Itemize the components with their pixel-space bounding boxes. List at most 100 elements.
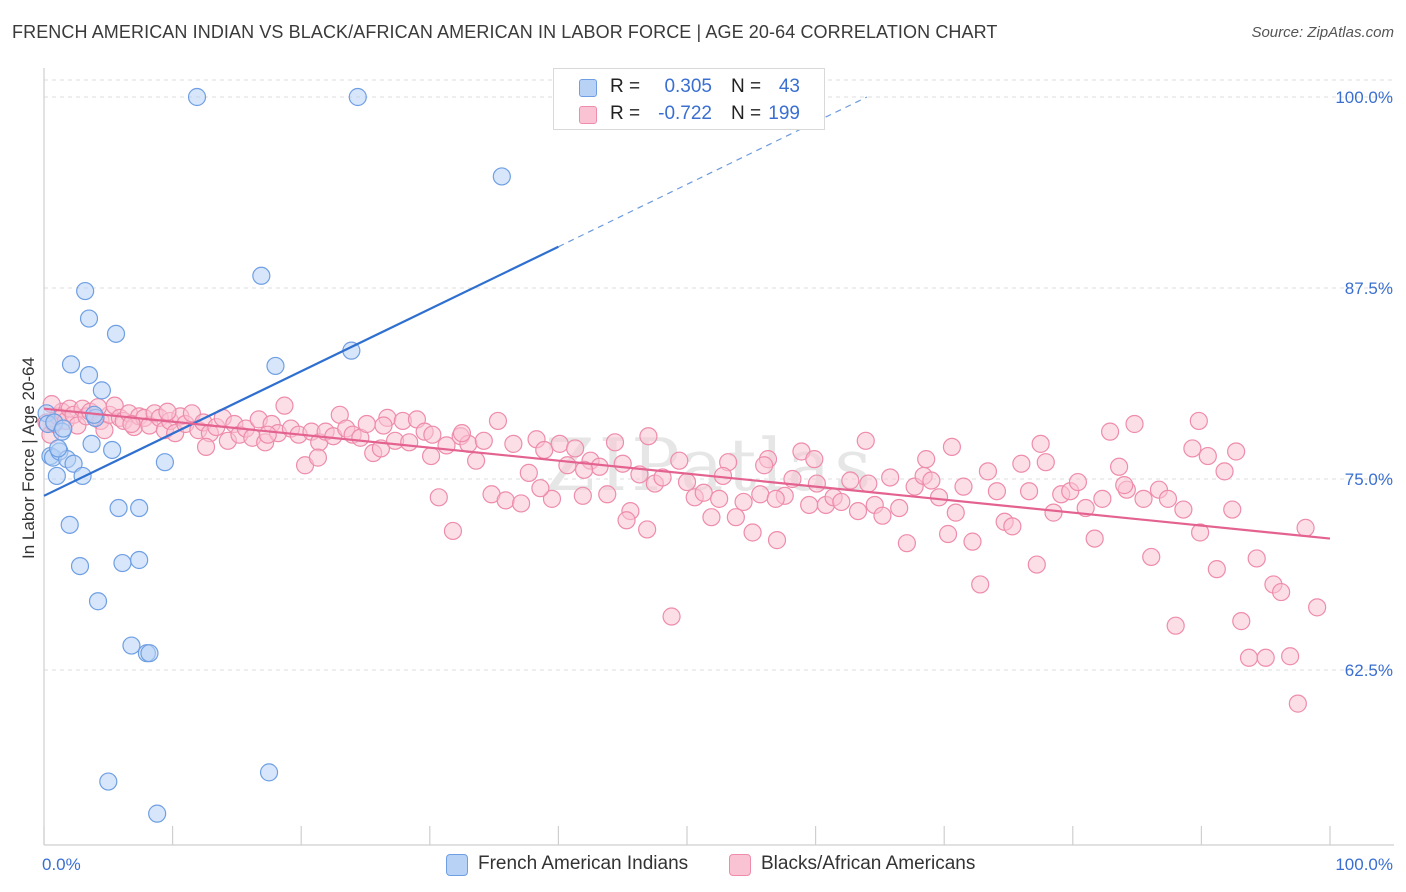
black-point bbox=[922, 471, 941, 490]
black-point bbox=[946, 503, 965, 522]
black-point bbox=[258, 425, 277, 444]
series-legend: French American Indians Blacks/African A… bbox=[0, 852, 1406, 878]
y-tick-label: 62.5% bbox=[1345, 661, 1393, 680]
legend-label: French American Indians bbox=[478, 853, 689, 874]
french-point bbox=[82, 434, 101, 453]
french-point bbox=[106, 324, 126, 343]
y-axis-label: In Labor Force | Age 20-64 bbox=[19, 357, 38, 559]
black-point bbox=[1125, 414, 1144, 434]
x-tick-label: 100.0% bbox=[1335, 855, 1393, 874]
black-point bbox=[1191, 523, 1210, 542]
black-point bbox=[873, 506, 892, 525]
french-point bbox=[252, 266, 271, 285]
legend-swatch-pink bbox=[579, 106, 597, 124]
chart-source: Source: ZipAtlas.com bbox=[1251, 24, 1394, 41]
black-point bbox=[1272, 582, 1291, 602]
black-point bbox=[1044, 503, 1063, 522]
black-point bbox=[617, 511, 636, 530]
black-point bbox=[1085, 529, 1104, 548]
black-point bbox=[421, 446, 441, 466]
black-point bbox=[1174, 500, 1193, 519]
black-point bbox=[766, 489, 785, 508]
black-point bbox=[542, 489, 562, 508]
black-point bbox=[726, 508, 745, 527]
black-point bbox=[942, 437, 962, 457]
black-point bbox=[1227, 442, 1246, 461]
black-point bbox=[1189, 411, 1208, 431]
black-point bbox=[978, 462, 998, 481]
black-point bbox=[743, 523, 762, 542]
chart-title: FRENCH AMERICAN INDIAN VS BLACK/AFRICAN … bbox=[12, 22, 998, 42]
french-point bbox=[140, 644, 159, 663]
legend-row-french: R = 0.305 N = 43 bbox=[554, 74, 824, 100]
black-point bbox=[575, 460, 594, 479]
legend-row-black: R = -0.722 N = 199 bbox=[554, 101, 824, 127]
black-point bbox=[710, 489, 729, 508]
french-point bbox=[492, 167, 511, 186]
black-point bbox=[1239, 648, 1259, 667]
black-point bbox=[196, 437, 216, 457]
french-point bbox=[76, 281, 95, 301]
french-point bbox=[79, 365, 99, 385]
black-point bbox=[1142, 547, 1161, 567]
french-point bbox=[92, 381, 111, 400]
black-point bbox=[848, 501, 868, 521]
n-value: 199 bbox=[768, 103, 800, 124]
french-point bbox=[103, 440, 122, 460]
black-point bbox=[856, 431, 875, 450]
french-point bbox=[88, 592, 108, 611]
y-tick-label: 87.5% bbox=[1345, 279, 1393, 298]
black-point bbox=[859, 474, 878, 493]
legend-swatch-blue bbox=[446, 854, 468, 876]
black-point bbox=[1308, 598, 1327, 617]
french-point bbox=[61, 355, 81, 374]
french-trend-extension bbox=[558, 96, 868, 248]
black-point bbox=[800, 495, 819, 515]
french-point bbox=[155, 453, 174, 472]
n-label: N = bbox=[731, 76, 762, 97]
black-point bbox=[832, 492, 851, 512]
black-point bbox=[613, 454, 632, 473]
french-point bbox=[64, 454, 83, 473]
french-point bbox=[49, 439, 68, 458]
french-point bbox=[60, 515, 79, 534]
trend-lines bbox=[43, 96, 1331, 540]
french-point bbox=[54, 419, 73, 438]
black-trend-line bbox=[43, 407, 1331, 540]
black-point bbox=[734, 492, 753, 512]
black-point bbox=[122, 414, 141, 434]
black-point bbox=[971, 575, 990, 594]
french-point bbox=[122, 636, 141, 655]
black-point bbox=[1068, 472, 1088, 492]
black-point bbox=[1288, 694, 1307, 713]
y-tick-label: 100.0% bbox=[1335, 88, 1393, 107]
x-tick-labels: 0.0% 100.0% bbox=[42, 855, 1393, 874]
french-point bbox=[113, 553, 132, 573]
black-point bbox=[504, 434, 523, 453]
x-tick-label: 0.0% bbox=[42, 855, 81, 874]
black-point bbox=[694, 483, 713, 502]
french-point bbox=[47, 466, 66, 486]
black-point bbox=[1198, 446, 1217, 466]
y-tick-labels: 62.5% 75.0% 87.5% 100.0% bbox=[1335, 88, 1393, 680]
black-point bbox=[1100, 422, 1120, 441]
black-point bbox=[755, 456, 774, 475]
french-point bbox=[266, 356, 285, 376]
black-point bbox=[496, 491, 515, 510]
black-point bbox=[1003, 517, 1022, 536]
french-point bbox=[79, 309, 99, 328]
black-point bbox=[1223, 500, 1242, 519]
black-point bbox=[938, 524, 958, 544]
black-point bbox=[1281, 647, 1300, 666]
black-point bbox=[357, 414, 376, 434]
black-point bbox=[1012, 454, 1031, 473]
black-point bbox=[1232, 612, 1251, 631]
black-point bbox=[550, 434, 569, 453]
french-point bbox=[187, 87, 207, 107]
black-point bbox=[308, 448, 328, 467]
black-point bbox=[1019, 482, 1039, 501]
black-point bbox=[662, 607, 681, 626]
black-point bbox=[963, 532, 982, 551]
black-point bbox=[474, 431, 493, 450]
r-label: R = bbox=[610, 76, 641, 97]
